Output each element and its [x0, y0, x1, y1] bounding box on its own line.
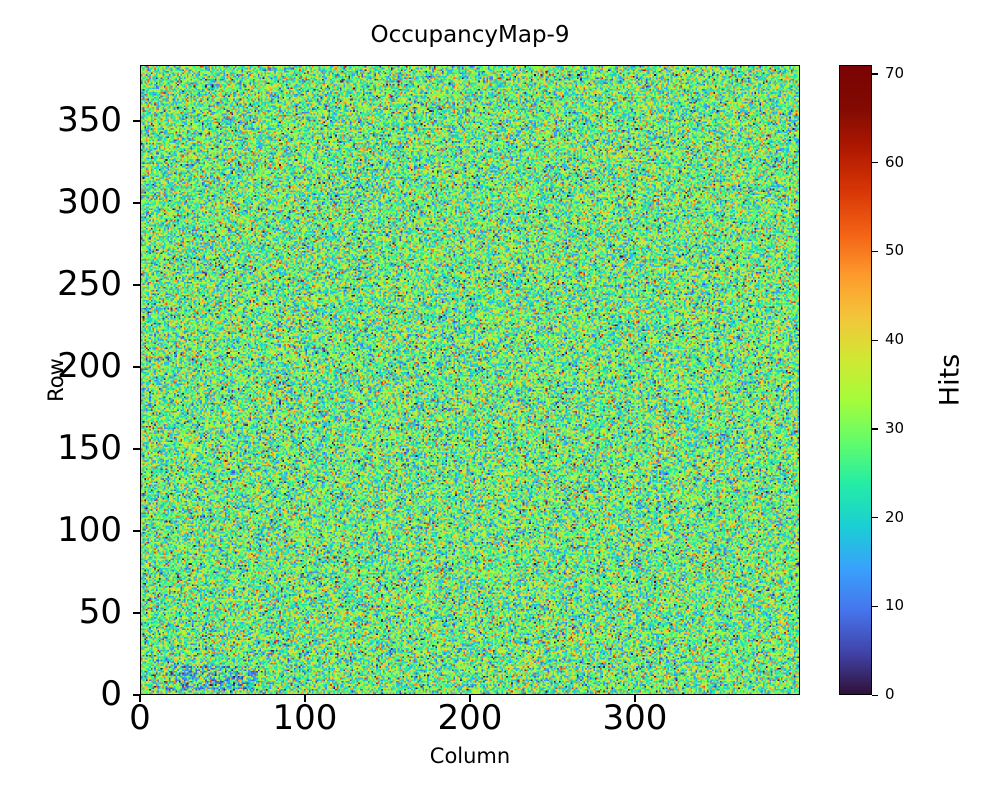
colorbar-tick-mark: [872, 162, 878, 164]
plot-title: OccupancyMap-9: [370, 22, 570, 48]
x-tick-label: 200: [437, 698, 503, 738]
x-tick-label: 0: [129, 698, 151, 738]
colorbar-tick-mark: [872, 250, 878, 253]
colorbar-tick-label: 60: [885, 152, 905, 171]
colorbar-tick-label: 40: [885, 330, 905, 349]
colorbar-tick-mark: [872, 694, 878, 696]
colorbar-tick-label: 10: [885, 596, 905, 615]
x-axis-label: Column: [429, 744, 511, 768]
x-tick-mark: [139, 695, 141, 702]
colorbar-tick-mark: [872, 605, 878, 608]
colorbar: [839, 65, 872, 695]
y-tick-label: 300: [57, 181, 122, 222]
y-tick-mark: [133, 694, 140, 696]
x-tick-mark: [634, 695, 636, 702]
y-tick-label: 100: [57, 510, 122, 551]
colorbar-tick-mark: [872, 428, 878, 430]
colorbar-tick-label: 70: [885, 63, 905, 82]
y-tick-label: 250: [57, 264, 122, 304]
y-tick-mark: [133, 447, 140, 450]
x-tick-label: 100: [272, 698, 338, 738]
y-tick-mark: [133, 119, 140, 122]
y-tick-mark: [133, 365, 140, 368]
y-tick-mark: [133, 611, 140, 614]
y-tick-label: 200: [57, 346, 122, 387]
x-tick-mark: [469, 695, 471, 702]
colorbar-tick-label: 30: [885, 418, 905, 437]
y-tick-label: 350: [57, 99, 122, 140]
y-tick-mark: [133, 283, 140, 286]
colorbar-tick-label: 50: [885, 241, 905, 260]
x-tick-label: 300: [602, 698, 668, 738]
y-tick-label: 150: [57, 428, 122, 469]
colorbar-tick-mark: [872, 73, 878, 75]
y-tick-label: 50: [78, 592, 122, 633]
colorbar-label: Hits: [934, 353, 966, 407]
y-tick-mark: [133, 201, 140, 204]
colorbar-tick-label: 20: [885, 507, 905, 526]
y-tick-mark: [133, 529, 140, 532]
colorbar-gradient: [840, 66, 871, 694]
y-tick-label: 0: [100, 674, 122, 715]
colorbar-tick-mark: [872, 339, 878, 341]
colorbar-tick-label: 0: [885, 685, 895, 704]
colorbar-tick-mark: [872, 517, 878, 519]
heatmap-canvas: [141, 66, 799, 694]
x-tick-mark: [304, 695, 306, 702]
heatmap-plot-area: [140, 65, 800, 695]
